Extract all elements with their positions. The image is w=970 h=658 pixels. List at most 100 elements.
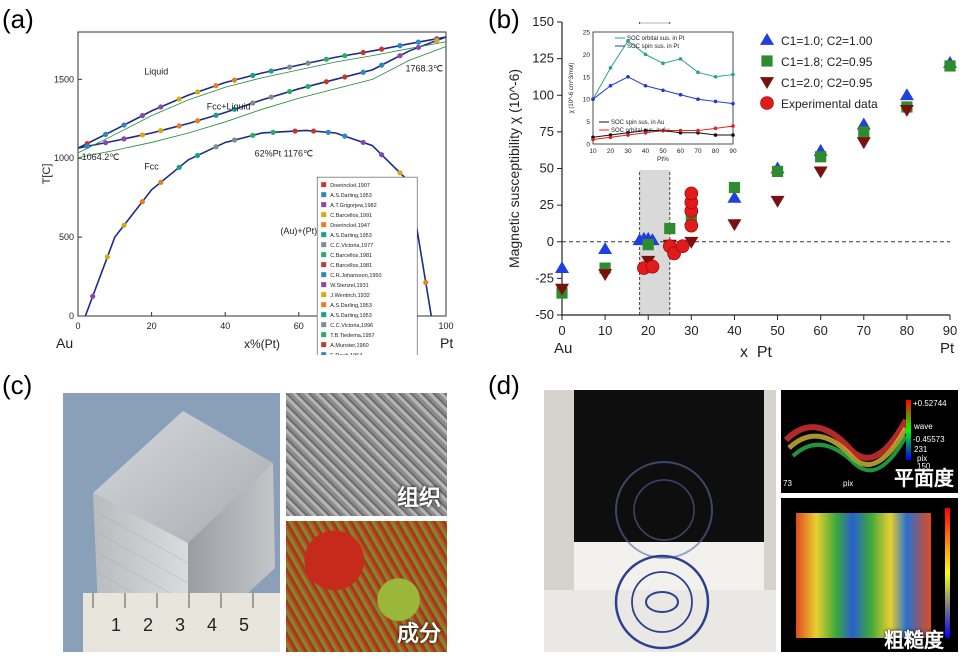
data-point: [121, 222, 127, 228]
inset-y-tick-label: 25: [583, 30, 591, 37]
data-point: [231, 137, 237, 143]
legend-marker: [321, 332, 327, 338]
x-tick-label: 70: [857, 323, 871, 338]
data-point: [598, 269, 613, 281]
inset-x-tick-label: 40: [642, 148, 650, 155]
data-point: [360, 69, 366, 75]
flatness-v73: 73: [783, 479, 792, 488]
y-tick-label: 125: [532, 51, 554, 66]
data-point: [397, 53, 403, 59]
data-point: [760, 33, 774, 45]
inset-point: [678, 92, 683, 97]
legend-entry: A.Munster,1960: [330, 343, 369, 349]
data-point: [397, 43, 403, 49]
inset-point: [643, 83, 648, 88]
data-point: [268, 94, 274, 100]
data-point: [642, 239, 654, 251]
data-point: [415, 44, 421, 51]
inset-x-tick-label: 70: [694, 148, 702, 155]
data-point: [121, 122, 127, 128]
data-point: [323, 56, 329, 62]
cube-photo: 1 2 3 4 5: [63, 393, 280, 652]
data-point: [379, 62, 385, 68]
annotation-fcc-liquid: Fcc+Liquid: [207, 101, 251, 111]
annotation-au-melt: 1064.2℃: [82, 152, 120, 162]
inset-point: [661, 61, 665, 66]
data-point: [434, 37, 440, 44]
phase-line: [84, 129, 433, 317]
inset-point: [713, 133, 718, 137]
inset-point: [626, 75, 630, 79]
data-point: [856, 137, 871, 150]
data-point: [103, 131, 109, 137]
inset-point: [678, 128, 683, 133]
legend-entry: A.S.Darling,1953: [330, 233, 372, 239]
data-point: [899, 88, 914, 101]
data-point: [325, 129, 331, 135]
legend-marker: [321, 302, 327, 308]
inset-x-tick-label: 30: [624, 148, 632, 155]
data-point: [270, 129, 276, 135]
data-point: [213, 112, 219, 118]
legend-marker: [321, 322, 327, 328]
data-point: [158, 128, 164, 134]
inset-point: [608, 83, 613, 88]
target-photo: [544, 390, 776, 652]
flatness-wave: wave: [913, 422, 933, 431]
y-tick-label: 0: [547, 234, 554, 249]
data-point: [815, 151, 827, 163]
legend-marker: [321, 242, 327, 248]
data-point: [858, 126, 870, 138]
inset-x-tick-label: 90: [729, 148, 737, 155]
x-axis-label: x%(Pt): [244, 337, 280, 351]
legend-box: [316, 176, 418, 355]
inset-x-tick-label: 10: [589, 148, 597, 155]
inset-legend-entry: SOC orbital sus. in Au: [611, 128, 670, 134]
legend-marker: [321, 342, 327, 348]
data-point: [195, 89, 201, 95]
inset-x-tick-label: 20: [607, 148, 615, 155]
flatness-label: 平面度: [894, 466, 954, 490]
annotation-liquid: Liquid: [144, 67, 168, 77]
susceptibility-chart: 0 10 20 30 40 50 60 70 80 90-50-25025507510012515…: [506, 14, 957, 359]
inset-point: [713, 126, 718, 131]
data-point: [555, 283, 569, 296]
data-point: [250, 132, 256, 138]
legend-entry: A.S.Darling,1953: [330, 313, 372, 319]
data-point: [213, 83, 219, 89]
x-end-label-left: Au: [554, 340, 572, 357]
data-point: [684, 186, 699, 201]
data-point: [176, 164, 182, 170]
data-point: [342, 53, 348, 59]
inset-point: [643, 52, 648, 57]
legend-marker: [321, 222, 327, 228]
x-tick-label: 40: [727, 323, 741, 338]
x-end-label-left: Au: [56, 335, 73, 351]
inset-x-tick-label: 50: [659, 148, 667, 155]
annotation-fcc: Fcc: [144, 161, 159, 171]
data-point: [684, 236, 699, 249]
data-point: [305, 60, 311, 66]
annotation-pt-melt: 1768.3℃: [406, 63, 444, 73]
legend-marker: [321, 192, 327, 198]
data-point: [727, 190, 742, 203]
legend-entry: E.Raub,1964: [330, 353, 362, 355]
legend-marker: [321, 212, 327, 218]
data-point: [761, 55, 773, 67]
inset-y-tick-label: 0: [586, 142, 590, 149]
x-tick-label: 90: [943, 323, 957, 338]
y-tick-label: 1500: [54, 74, 74, 84]
data-point: [675, 239, 690, 253]
inset-point: [696, 70, 700, 75]
data-point: [121, 136, 127, 142]
data-point: [598, 242, 613, 254]
phase-line-model: [77, 41, 447, 154]
inset-point: [591, 97, 595, 101]
inset-point: [678, 57, 683, 61]
phase-line: [77, 36, 447, 149]
legend-entry: J.Wentrich,1932: [330, 293, 370, 299]
legend-entry: C.C.Victoria,1977: [330, 243, 373, 249]
data-point: [231, 77, 237, 83]
data-point: [287, 64, 293, 70]
data-point: [268, 68, 274, 74]
